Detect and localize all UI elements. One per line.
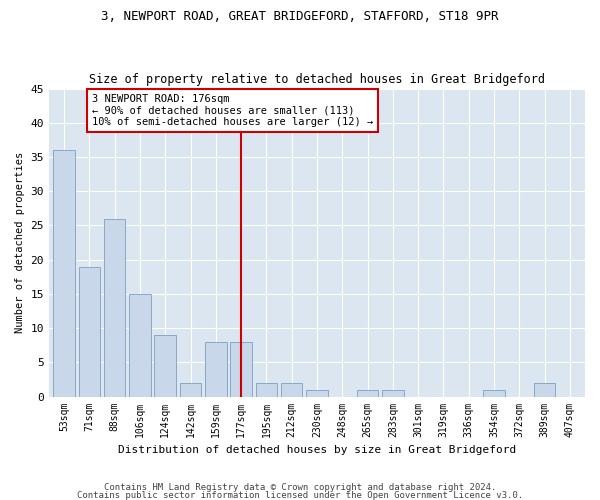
X-axis label: Distribution of detached houses by size in Great Bridgeford: Distribution of detached houses by size … <box>118 445 516 455</box>
Text: Contains public sector information licensed under the Open Government Licence v3: Contains public sector information licen… <box>77 490 523 500</box>
Bar <box>154 335 176 396</box>
Text: Contains HM Land Registry data © Crown copyright and database right 2024.: Contains HM Land Registry data © Crown c… <box>104 484 496 492</box>
Bar <box>281 383 302 396</box>
Bar <box>79 266 100 396</box>
Bar <box>205 342 227 396</box>
Bar <box>357 390 378 396</box>
Bar <box>180 383 201 396</box>
Bar <box>306 390 328 396</box>
Bar <box>382 390 404 396</box>
Y-axis label: Number of detached properties: Number of detached properties <box>15 152 25 333</box>
Bar <box>129 294 151 396</box>
Bar <box>256 383 277 396</box>
Text: 3, NEWPORT ROAD, GREAT BRIDGEFORD, STAFFORD, ST18 9PR: 3, NEWPORT ROAD, GREAT BRIDGEFORD, STAFF… <box>101 10 499 23</box>
Bar <box>230 342 252 396</box>
Text: 3 NEWPORT ROAD: 176sqm
← 90% of detached houses are smaller (113)
10% of semi-de: 3 NEWPORT ROAD: 176sqm ← 90% of detached… <box>92 94 373 127</box>
Bar <box>104 218 125 396</box>
Title: Size of property relative to detached houses in Great Bridgeford: Size of property relative to detached ho… <box>89 73 545 86</box>
Bar <box>483 390 505 396</box>
Bar <box>53 150 75 396</box>
Bar <box>534 383 555 396</box>
